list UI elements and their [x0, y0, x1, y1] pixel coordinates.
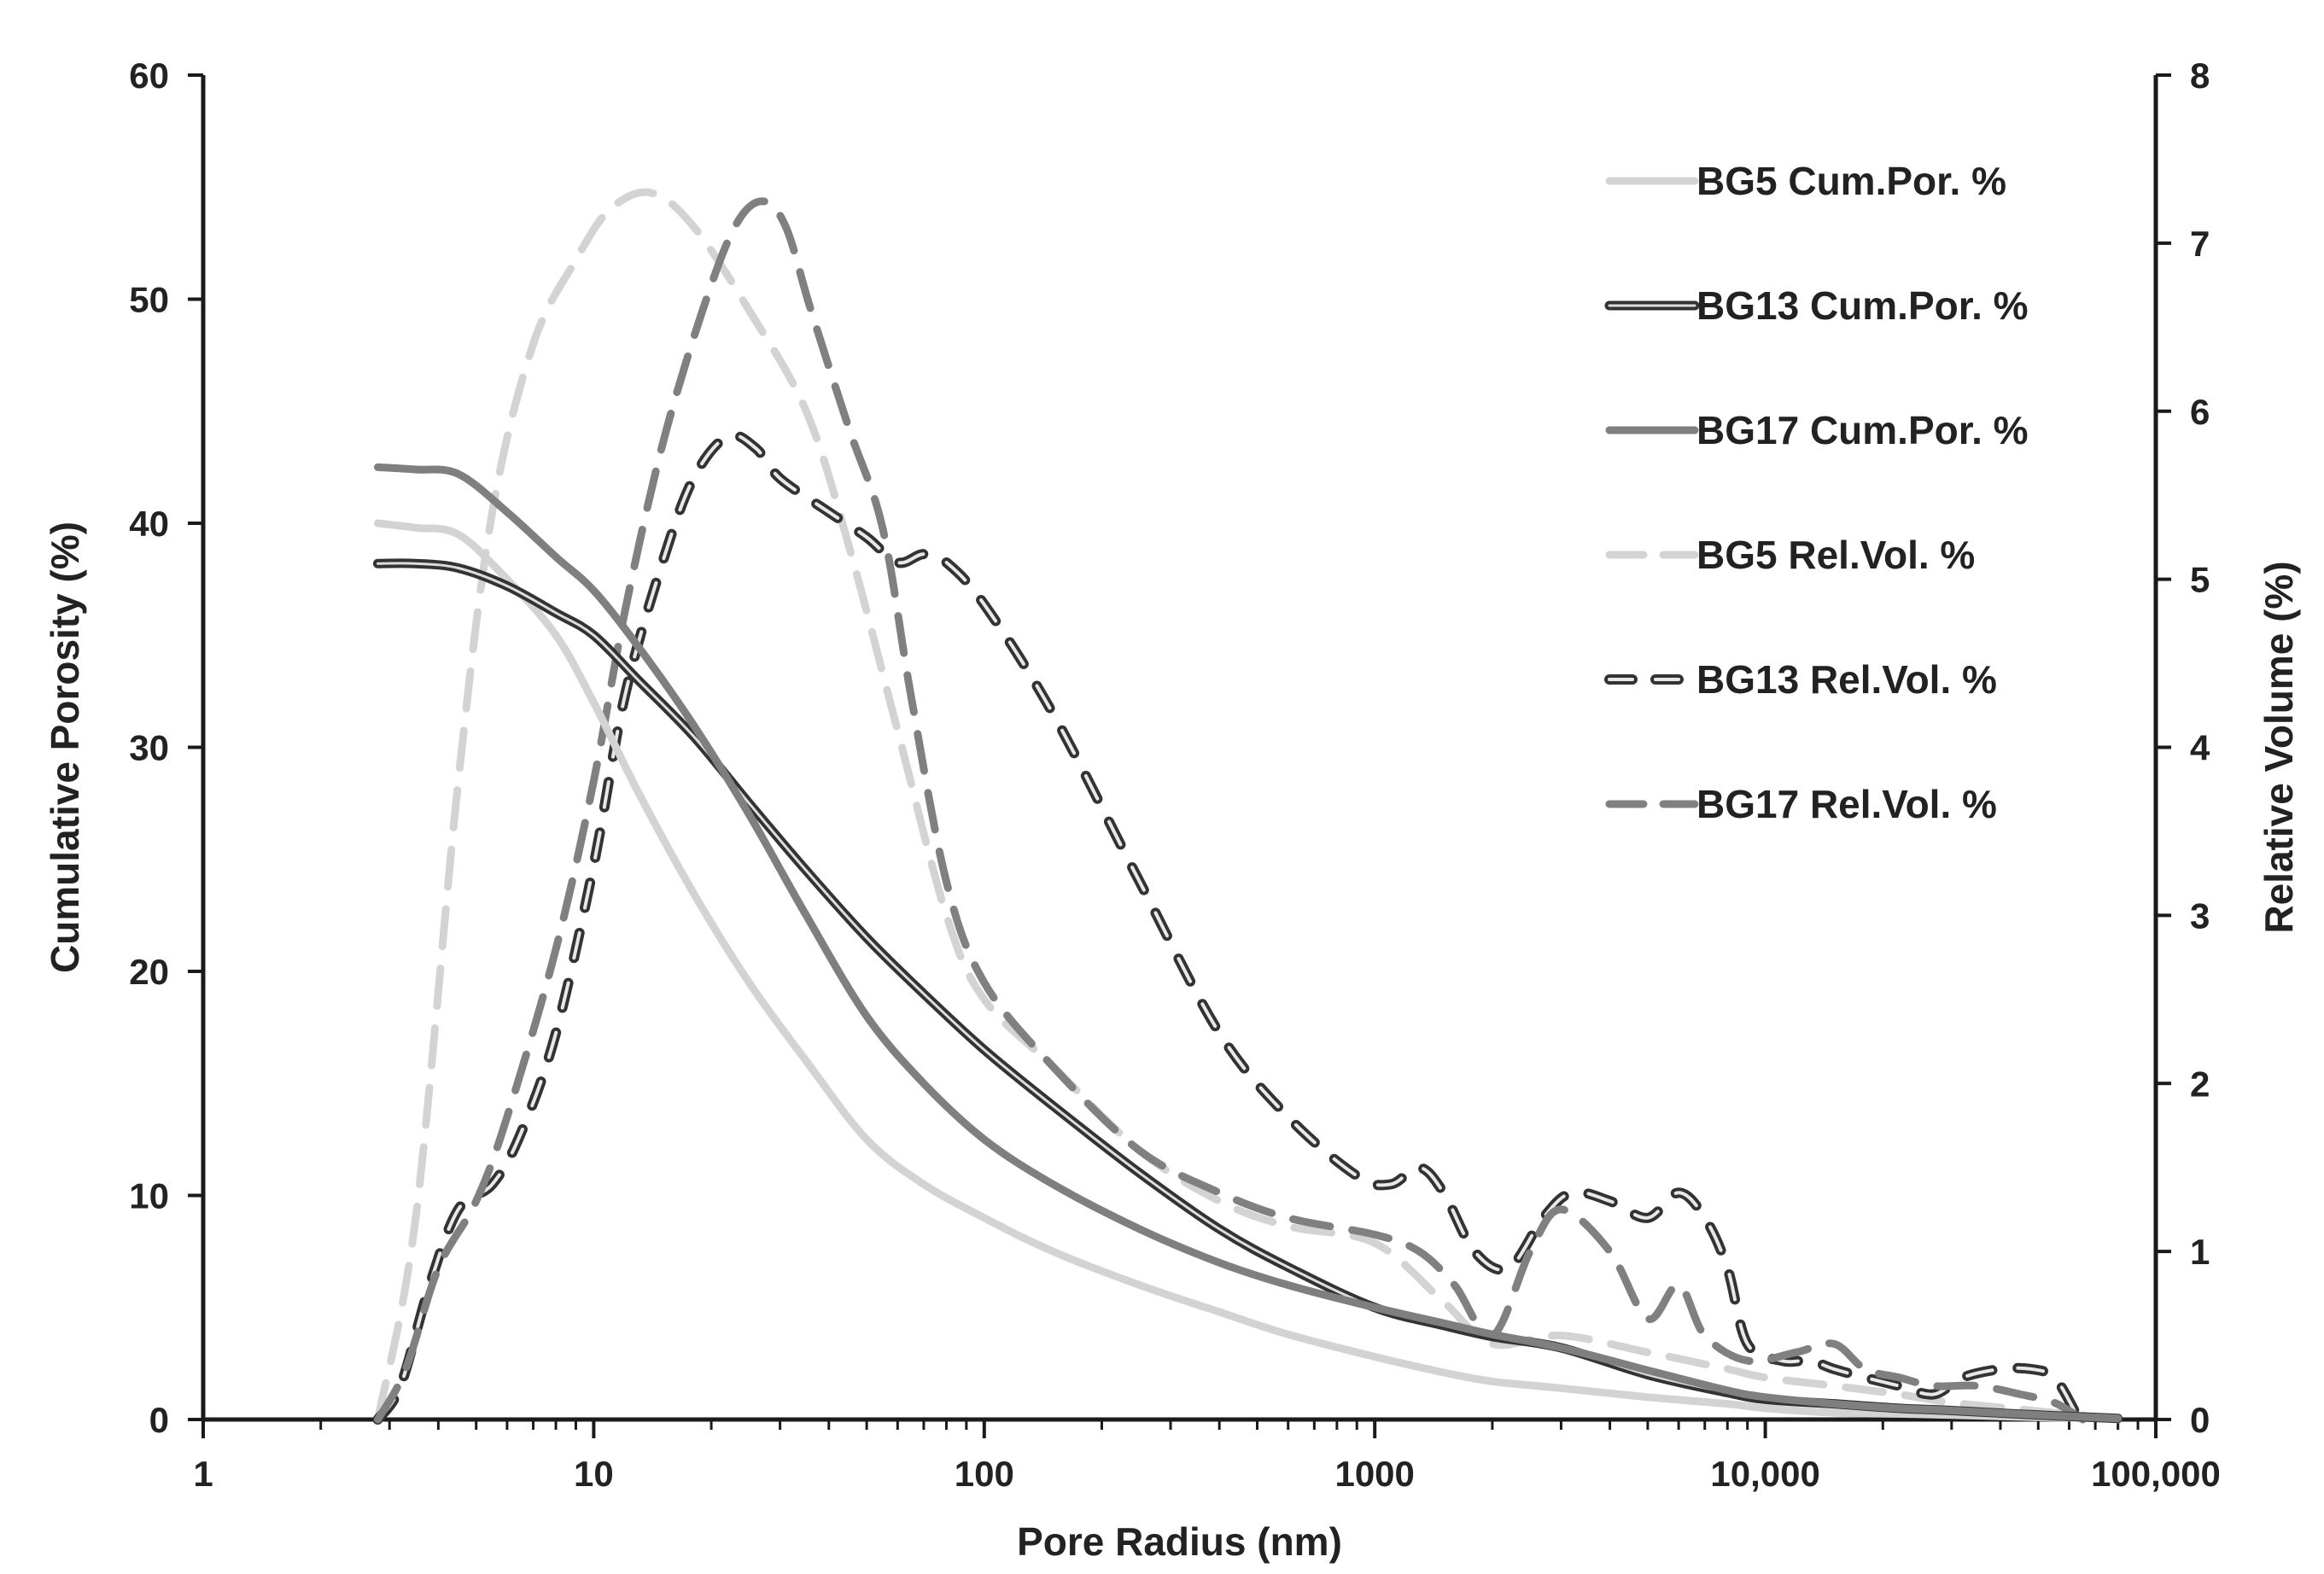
y2-tick-label: 5	[2190, 560, 2210, 600]
legend-label: BG13 Rel.Vol. %	[1696, 657, 1997, 702]
y-tick-label: 40	[129, 504, 169, 544]
y-tick-label: 30	[129, 728, 169, 768]
series-layer	[372, 188, 2123, 1425]
y2-tick-label: 7	[2190, 224, 2210, 264]
axis-titles: Pore Radius (nm) Cumulative Porosity (%)…	[43, 522, 2301, 1564]
x-tick-label: 100	[955, 1454, 1014, 1494]
axes-layer: 1 10 100 1000 10,000 100,00001020304050600123…	[129, 55, 2221, 1494]
legend-item-bg13-rel-vol: BG13 Rel.Vol. %	[1604, 657, 1997, 702]
y-tick-label: 10	[129, 1176, 169, 1216]
y-tick-label: 60	[129, 55, 169, 96]
legend-label: BG5 Cum.Por. %	[1696, 159, 2006, 203]
legend-item-bg17-cum-por: BG17 Cum.Por. %	[1605, 408, 2029, 452]
x-tick-label: 10	[574, 1454, 614, 1494]
series-line-bg17-cum-por	[374, 463, 2123, 1423]
series-line-inner-bg13-rel-vol	[376, 433, 2076, 1421]
y2-axis-title: Relative Volume (%)	[2257, 561, 2301, 933]
legend-label: BG17 Cum.Por. %	[1696, 408, 2029, 452]
series-line-bg5-rel-vol	[374, 188, 2123, 1424]
legend: BG5 Cum.Por. % BG13 Cum.Por. % BG17 Cum.Po…	[1604, 159, 2029, 826]
y-tick-label: 20	[129, 952, 169, 992]
legend-item-bg5-rel-vol: BG5 Rel.Vol. %	[1605, 533, 1975, 577]
legend-item-bg5-cum-por: BG5 Cum.Por. %	[1605, 159, 2006, 203]
y2-tick-label: 0	[2190, 1400, 2210, 1440]
legend-item-bg13-cum-por: BG13 Cum.Por. %	[1604, 283, 2029, 328]
series-line-bg17-rel-vol	[374, 197, 2087, 1424]
y2-tick-label: 2	[2190, 1064, 2210, 1104]
y-axis-title: Cumulative Porosity (%)	[43, 522, 87, 973]
y2-tick-label: 8	[2190, 55, 2210, 96]
legend-label: BG13 Cum.Por. %	[1696, 283, 2029, 328]
series-bg17-cum-por	[374, 463, 2123, 1423]
series-bg5-cum-por	[374, 519, 2123, 1423]
x-tick-label: 1	[193, 1454, 213, 1494]
x-tick-label: 100,000	[2091, 1454, 2221, 1494]
y-tick-label: 0	[149, 1400, 169, 1440]
series-bg13-rel-vol	[372, 429, 2080, 1425]
y2-tick-label: 6	[2190, 392, 2210, 432]
series-line-bg13-rel-vol	[372, 429, 2080, 1425]
legend-item-bg17-rel-vol: BG17 Rel.Vol. %	[1605, 782, 1997, 826]
x-tick-label: 10,000	[1710, 1454, 1819, 1494]
legend-label: BG17 Rel.Vol. %	[1696, 782, 1997, 826]
series-line-bg5-cum-por	[374, 519, 2123, 1423]
series-bg5-rel-vol	[374, 188, 2123, 1424]
y-tick-label: 50	[129, 280, 169, 320]
x-axis-title: Pore Radius (nm)	[1017, 1519, 1342, 1564]
x-tick-label: 1000	[1334, 1454, 1414, 1494]
y2-tick-label: 1	[2190, 1232, 2210, 1272]
y2-tick-label: 4	[2190, 728, 2210, 768]
legend-label: BG5 Rel.Vol. %	[1696, 533, 1975, 577]
y2-tick-label: 3	[2190, 895, 2210, 936]
series-bg17-rel-vol	[374, 197, 2087, 1424]
